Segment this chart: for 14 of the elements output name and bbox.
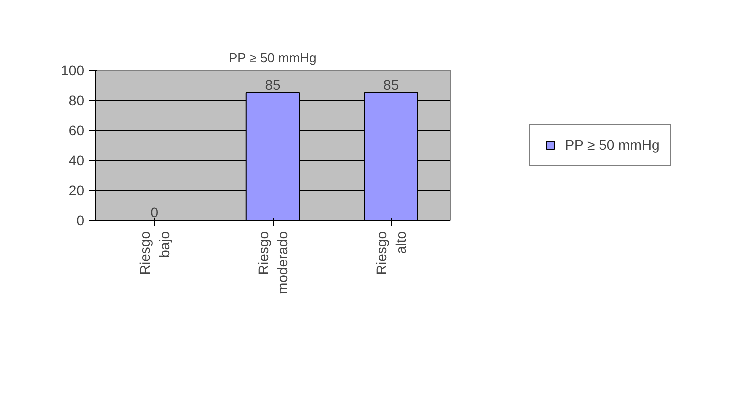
- y-tick-label: 0: [76, 212, 85, 228]
- chart-title: PP ≥ 50 mmHg: [228, 50, 317, 66]
- y-tick-label: 20: [68, 182, 85, 198]
- x-tick-label: Riesgo alto: [374, 231, 409, 276]
- y-tick-label: 80: [68, 92, 85, 108]
- data-label: 0: [150, 204, 159, 220]
- x-tick-label: Riesgo bajo: [137, 231, 172, 276]
- data-label: 85: [265, 77, 281, 93]
- legend-label: PP ≥ 50 mmHg: [565, 137, 660, 153]
- y-tick-label: 60: [68, 122, 85, 138]
- data-label: 85: [384, 77, 400, 93]
- y-tick-label: 100: [61, 62, 85, 78]
- x-tick-label: Riesgo moderado: [255, 231, 291, 295]
- y-tick-label: 40: [68, 152, 85, 168]
